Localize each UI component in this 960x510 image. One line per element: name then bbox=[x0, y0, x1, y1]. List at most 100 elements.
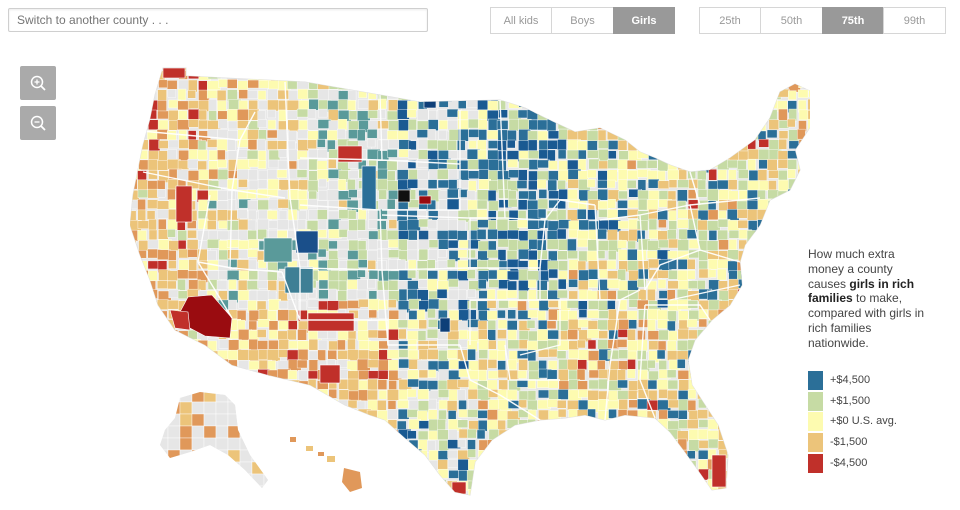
county[interactable] bbox=[688, 69, 698, 80]
county[interactable] bbox=[298, 459, 308, 470]
county[interactable] bbox=[407, 219, 421, 231]
county[interactable] bbox=[278, 349, 289, 358]
county[interactable] bbox=[658, 219, 667, 228]
county[interactable] bbox=[388, 359, 399, 371]
county[interactable] bbox=[418, 269, 428, 280]
county[interactable] bbox=[687, 259, 696, 270]
county[interactable] bbox=[767, 109, 778, 122]
county[interactable] bbox=[307, 70, 318, 84]
county[interactable] bbox=[397, 470, 409, 481]
county[interactable] bbox=[527, 139, 538, 152]
county[interactable] bbox=[617, 118, 631, 131]
county[interactable] bbox=[547, 69, 557, 82]
county[interactable] bbox=[697, 120, 709, 132]
county[interactable] bbox=[478, 129, 488, 141]
county[interactable] bbox=[157, 470, 168, 482]
county[interactable] bbox=[726, 369, 740, 382]
county[interactable] bbox=[416, 309, 426, 321]
county[interactable] bbox=[687, 189, 697, 199]
county[interactable] bbox=[708, 100, 721, 110]
county[interactable] bbox=[707, 438, 719, 449]
county[interactable] bbox=[407, 430, 417, 439]
county[interactable] bbox=[130, 108, 142, 118]
county[interactable] bbox=[377, 220, 387, 230]
county[interactable] bbox=[177, 269, 189, 279]
county[interactable] bbox=[388, 299, 397, 308]
county[interactable] bbox=[557, 400, 567, 409]
county[interactable] bbox=[777, 320, 790, 329]
county[interactable] bbox=[618, 429, 630, 442]
county[interactable] bbox=[267, 88, 278, 102]
county[interactable] bbox=[467, 480, 479, 491]
county[interactable] bbox=[557, 450, 571, 462]
county[interactable] bbox=[556, 350, 567, 359]
county[interactable] bbox=[177, 339, 186, 351]
county[interactable] bbox=[717, 79, 729, 92]
county[interactable] bbox=[188, 370, 202, 381]
county[interactable] bbox=[447, 459, 459, 468]
county[interactable] bbox=[686, 318, 698, 328]
county[interactable] bbox=[587, 430, 602, 442]
county[interactable] bbox=[447, 140, 457, 151]
county[interactable] bbox=[167, 359, 176, 369]
county[interactable] bbox=[627, 129, 638, 139]
county[interactable] bbox=[327, 410, 339, 422]
county[interactable] bbox=[457, 140, 466, 151]
county[interactable] bbox=[348, 110, 358, 120]
county[interactable] bbox=[768, 209, 778, 220]
county[interactable] bbox=[748, 110, 758, 120]
county[interactable] bbox=[767, 249, 777, 261]
county[interactable] bbox=[787, 370, 802, 380]
county[interactable] bbox=[227, 79, 238, 89]
county[interactable] bbox=[157, 110, 170, 120]
county[interactable] bbox=[478, 310, 489, 322]
county[interactable] bbox=[787, 310, 800, 320]
county[interactable] bbox=[518, 60, 528, 72]
county[interactable] bbox=[597, 129, 607, 142]
county[interactable] bbox=[648, 120, 661, 133]
county[interactable] bbox=[607, 440, 621, 452]
county[interactable] bbox=[626, 119, 641, 130]
county[interactable] bbox=[191, 473, 205, 487]
county[interactable] bbox=[227, 489, 238, 500]
county[interactable] bbox=[130, 319, 139, 330]
county[interactable] bbox=[707, 380, 720, 390]
county[interactable] bbox=[388, 458, 402, 471]
county[interactable] bbox=[756, 238, 770, 252]
county[interactable] bbox=[807, 140, 818, 149]
county[interactable] bbox=[203, 425, 217, 439]
county[interactable] bbox=[738, 310, 748, 320]
county[interactable] bbox=[247, 200, 258, 212]
county[interactable] bbox=[737, 128, 747, 141]
county[interactable] bbox=[307, 389, 321, 398]
county[interactable] bbox=[687, 149, 696, 160]
county[interactable] bbox=[578, 469, 592, 480]
county[interactable] bbox=[717, 138, 726, 151]
county[interactable] bbox=[717, 329, 728, 341]
county[interactable] bbox=[397, 400, 409, 409]
county[interactable] bbox=[191, 401, 205, 415]
county[interactable] bbox=[217, 68, 227, 79]
county[interactable] bbox=[398, 79, 409, 89]
county[interactable] bbox=[486, 300, 497, 309]
county[interactable] bbox=[257, 138, 266, 152]
county[interactable] bbox=[617, 369, 626, 382]
county[interactable] bbox=[747, 489, 758, 500]
county[interactable] bbox=[656, 100, 667, 109]
county[interactable] bbox=[477, 149, 487, 161]
county[interactable] bbox=[576, 368, 586, 381]
county[interactable] bbox=[239, 461, 253, 475]
county[interactable] bbox=[146, 210, 156, 220]
county[interactable] bbox=[468, 140, 477, 149]
county[interactable] bbox=[148, 139, 161, 152]
county[interactable] bbox=[747, 388, 759, 400]
county[interactable] bbox=[268, 460, 282, 471]
county[interactable] bbox=[318, 459, 329, 472]
county[interactable] bbox=[167, 413, 181, 427]
county[interactable] bbox=[768, 328, 777, 338]
county[interactable] bbox=[158, 79, 168, 89]
county[interactable] bbox=[167, 437, 181, 451]
county[interactable] bbox=[768, 308, 777, 320]
county[interactable] bbox=[647, 79, 658, 92]
county[interactable] bbox=[316, 59, 326, 72]
